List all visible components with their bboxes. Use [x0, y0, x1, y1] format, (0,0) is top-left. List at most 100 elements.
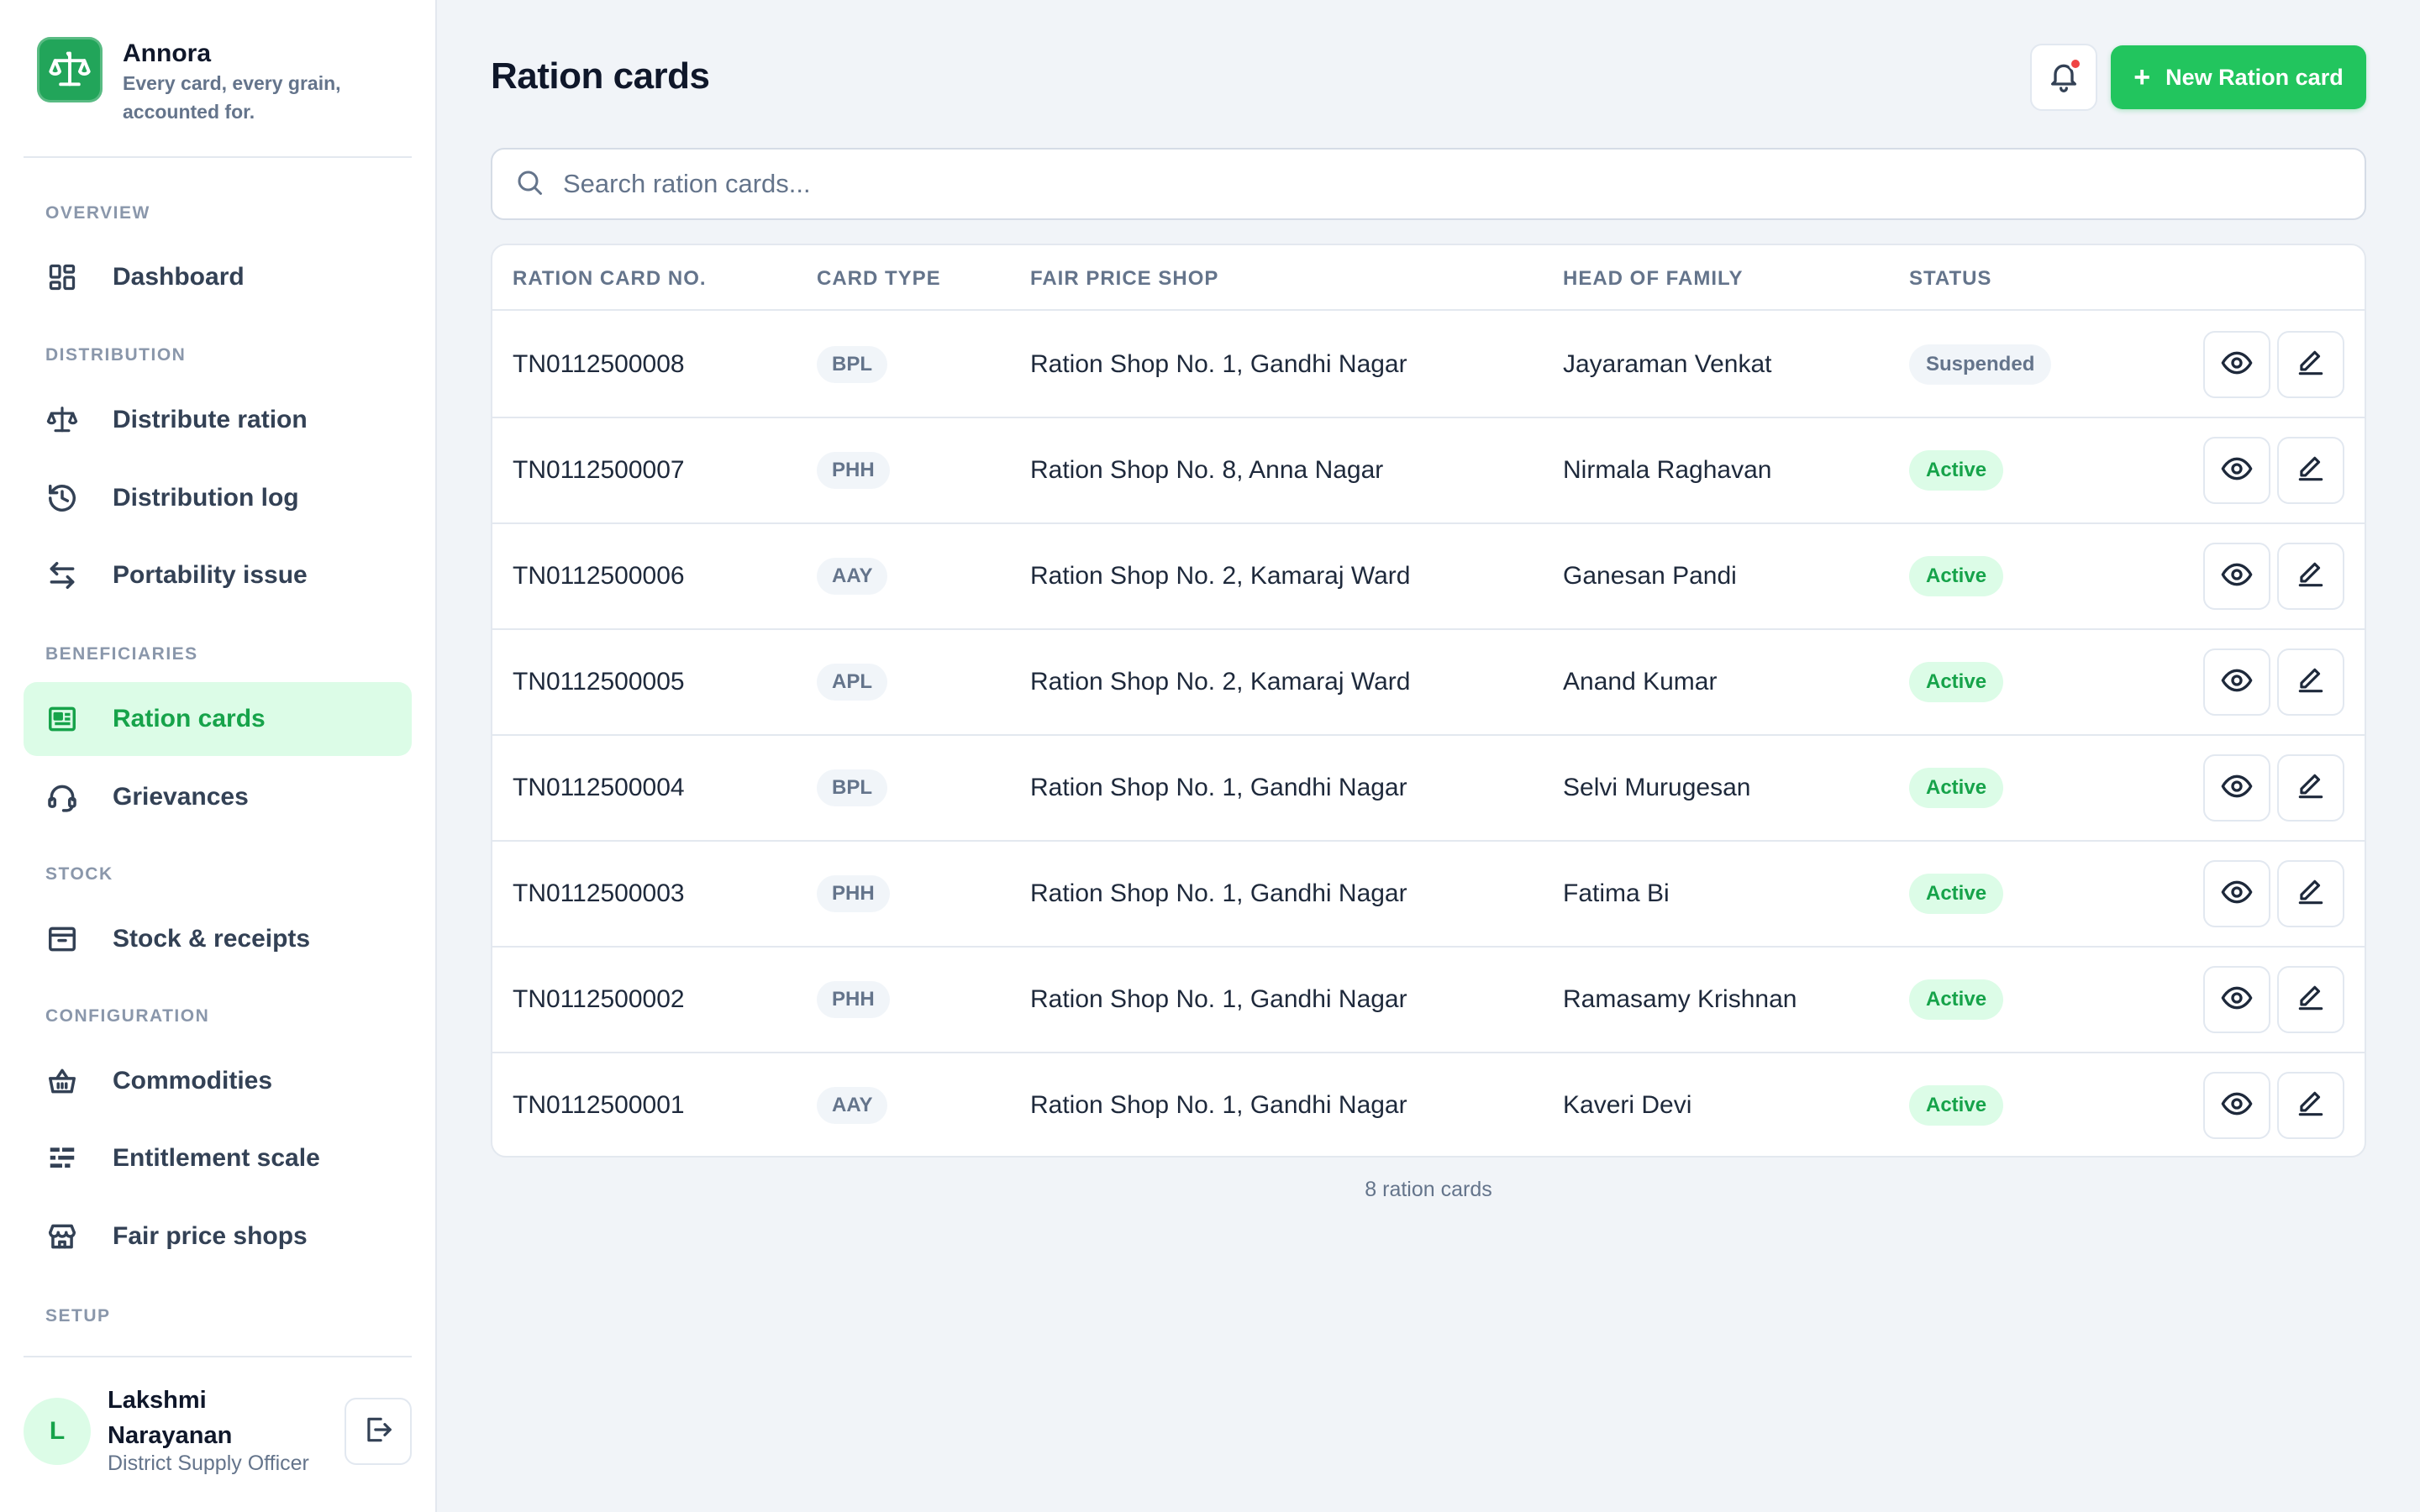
sidebar-item-dashboard[interactable]: Dashboard — [24, 240, 412, 314]
card-icon — [45, 702, 79, 736]
new-ration-card-button[interactable]: + New Ration card — [2111, 45, 2366, 109]
head-of-family: Ganesan Pandi — [1563, 562, 1737, 590]
column-header-head-of-family[interactable]: HEAD OF FAMILY — [1563, 267, 1744, 290]
view-button[interactable] — [2203, 648, 2270, 716]
pencil-icon — [2295, 770, 2327, 806]
sidebar: Annora Every card, every grain, accounte… — [0, 0, 437, 1512]
sidebar-item-portability-issue[interactable]: Portability issue — [24, 538, 412, 612]
edit-button[interactable] — [2277, 1072, 2344, 1139]
shop-name: Ration Shop No. 1, Gandhi Nagar — [1030, 1091, 1407, 1119]
view-button[interactable] — [2203, 754, 2270, 822]
status-badge: Active — [1909, 556, 2004, 596]
column-header-status[interactable]: STATUS — [1909, 267, 1992, 290]
card-number: TN0112500006 — [513, 562, 685, 590]
pencil-icon — [2295, 347, 2327, 383]
cell-card-type: APL — [817, 630, 887, 734]
brand-tagline: Every card, every grain, accounted for. — [123, 72, 341, 123]
cell-card-type: AAY — [817, 524, 888, 628]
cell-status: Active — [1909, 948, 2004, 1052]
column-header-fair-price-shop[interactable]: FAIR PRICE SHOP — [1030, 267, 1219, 290]
view-button[interactable] — [2203, 331, 2270, 398]
cell-fair-price-shop: Ration Shop No. 2, Kamaraj Ward — [1030, 630, 1410, 734]
head-of-family: Fatima Bi — [1563, 879, 1670, 907]
cell-fair-price-shop: Ration Shop No. 1, Gandhi Nagar — [1030, 1053, 1407, 1156]
cell-fair-price-shop: Ration Shop No. 1, Gandhi Nagar — [1030, 948, 1407, 1052]
logout-icon — [362, 1414, 394, 1450]
edit-button[interactable] — [2277, 648, 2344, 716]
eye-icon — [2220, 664, 2254, 701]
scale-icon — [37, 37, 103, 102]
headset-icon — [45, 780, 79, 814]
cell-status: Suspended — [1909, 312, 2052, 417]
view-button[interactable] — [2203, 966, 2270, 1033]
eye-icon — [2220, 452, 2254, 490]
search-input[interactable] — [563, 169, 2244, 199]
list-settings-icon — [45, 1142, 79, 1175]
search-icon — [514, 167, 544, 202]
edit-button[interactable] — [2277, 437, 2344, 504]
cell-card-no: TN0112500002 — [513, 948, 685, 1052]
sidebar-item-label: Dashboard — [113, 263, 245, 291]
edit-button[interactable] — [2277, 331, 2344, 398]
cell-card-type: BPL — [817, 312, 887, 417]
sidebar-item-label: Portability issue — [113, 561, 308, 589]
pencil-icon — [2295, 453, 2327, 489]
cell-card-no: TN0112500004 — [513, 736, 685, 840]
sidebar-item-commodities[interactable]: Commodities — [24, 1044, 412, 1118]
shop-name: Ration Shop No. 2, Kamaraj Ward — [1030, 562, 1411, 590]
sidebar-item-label: Stock & receipts — [113, 925, 311, 953]
column-header-card-no[interactable]: RATION CARD NO. — [513, 267, 707, 290]
card-type-badge: PHH — [817, 981, 890, 1018]
nav-section-stock: STOCK — [45, 864, 113, 884]
status-badge: Active — [1909, 874, 2004, 914]
view-button[interactable] — [2203, 543, 2270, 610]
view-button[interactable] — [2203, 1072, 2270, 1139]
cell-status: Active — [1909, 1053, 2004, 1156]
status-badge: Suspended — [1909, 344, 2052, 385]
card-number: TN0112500003 — [513, 879, 685, 907]
pencil-icon — [2295, 559, 2327, 595]
column-header-card-type[interactable]: CARD TYPE — [817, 267, 941, 290]
cell-fair-price-shop: Ration Shop No. 2, Kamaraj Ward — [1030, 524, 1410, 628]
notifications-button[interactable] — [2030, 44, 2097, 111]
sidebar-item-ration-cards[interactable]: Ration cards — [24, 682, 412, 756]
card-type-badge: PHH — [817, 875, 890, 912]
cell-head-of-family: Kaveri Devi — [1563, 1053, 1691, 1156]
cell-status: Active — [1909, 842, 2004, 946]
sidebar-item-fair-price-shops[interactable]: Fair price shops — [24, 1200, 412, 1273]
sidebar-item-distribute-ration[interactable]: Distribute ration — [24, 383, 412, 457]
dashboard-icon — [45, 260, 79, 294]
sidebar-item-stock-receipts[interactable]: Stock & receipts — [24, 902, 412, 976]
shop-name: Ration Shop No. 1, Gandhi Nagar — [1030, 879, 1407, 907]
brand: Annora Every card, every grain, accounte… — [37, 37, 366, 126]
cell-card-no: TN0112500006 — [513, 524, 685, 628]
sidebar-item-distribution-log[interactable]: Distribution log — [24, 461, 412, 535]
view-button[interactable] — [2203, 437, 2270, 504]
head-of-family: Nirmala Raghavan — [1563, 456, 1772, 484]
sidebar-item-label: Fair price shops — [113, 1222, 308, 1250]
scale-icon — [45, 403, 79, 437]
user-name: Lakshmi Narayanan — [108, 1387, 233, 1449]
cell-card-no: TN0112500001 — [513, 1053, 685, 1156]
notification-dot — [2069, 57, 2082, 71]
plus-icon: + — [2133, 61, 2151, 93]
eye-icon — [2220, 1087, 2254, 1125]
cell-head-of-family: Jayaraman Venkat — [1563, 312, 1771, 417]
sidebar-item-entitlement-scale[interactable]: Entitlement scale — [24, 1121, 412, 1195]
cell-head-of-family: Nirmala Raghavan — [1563, 418, 1771, 522]
edit-button[interactable] — [2277, 966, 2344, 1033]
eye-icon — [2220, 558, 2254, 596]
sidebar-item-label: Grievances — [113, 783, 249, 811]
cell-card-no: TN0112500007 — [513, 418, 685, 522]
history-icon — [45, 481, 79, 515]
card-number: TN0112500007 — [513, 456, 685, 484]
view-button[interactable] — [2203, 860, 2270, 927]
sidebar-item-grievances[interactable]: Grievances — [24, 760, 412, 834]
edit-button[interactable] — [2277, 754, 2344, 822]
edit-button[interactable] — [2277, 543, 2344, 610]
head-of-family: Jayaraman Venkat — [1563, 350, 1772, 378]
head-of-family: Anand Kumar — [1563, 668, 1718, 696]
edit-button[interactable] — [2277, 860, 2344, 927]
shop-name: Ration Shop No. 1, Gandhi Nagar — [1030, 985, 1407, 1013]
logout-button[interactable] — [345, 1398, 412, 1465]
